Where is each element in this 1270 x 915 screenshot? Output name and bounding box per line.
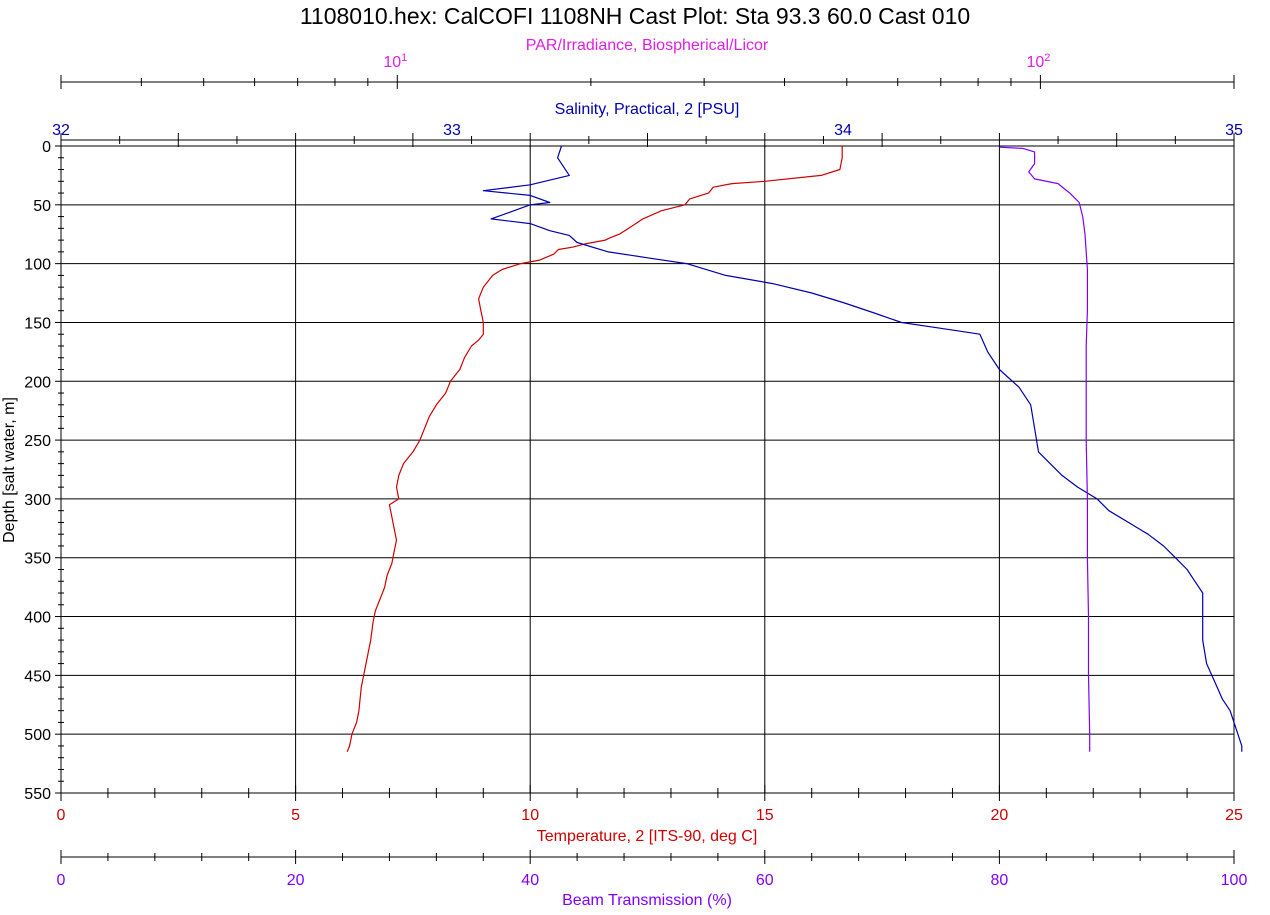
beam-tick-label: 0 bbox=[57, 872, 66, 889]
temperature-tick-label: 20 bbox=[991, 807, 1009, 824]
depth-tick-label: 400 bbox=[24, 610, 51, 627]
depth-tick-label: 0 bbox=[42, 139, 51, 156]
salinity-tick-label: 35 bbox=[1225, 122, 1243, 139]
temperature-tick-label: 15 bbox=[756, 807, 774, 824]
salinity-profile-line bbox=[482, 145, 1243, 752]
depth-tick-label: 500 bbox=[24, 727, 51, 744]
par-tick-exponent: 1 bbox=[401, 52, 407, 64]
temperature-tick-label: 25 bbox=[1225, 807, 1243, 824]
depth-tick-label: 50 bbox=[33, 198, 51, 215]
depth-tick-label: 450 bbox=[24, 668, 51, 685]
par-tick-base: 10 bbox=[1026, 54, 1044, 71]
beam-profile-line bbox=[999, 146, 1091, 752]
depth-tick-label: 350 bbox=[24, 551, 51, 568]
beam-tick-label: 20 bbox=[287, 872, 305, 889]
depth-tick-label: 200 bbox=[24, 374, 51, 391]
beam-tick-label: 60 bbox=[756, 872, 774, 889]
par-tick-label: 101 bbox=[383, 52, 407, 71]
salinity-tick-label: 33 bbox=[443, 122, 461, 139]
temperature-tick-label: 5 bbox=[291, 807, 300, 824]
beam-tick-label: 100 bbox=[1221, 872, 1248, 889]
beam-tick-label: 40 bbox=[521, 872, 539, 889]
par-tick-exponent: 2 bbox=[1044, 52, 1050, 64]
series-layer bbox=[346, 145, 1243, 753]
grid-layer bbox=[55, 145, 1235, 798]
temperature-axis-title: Temperature, 2 [ITS-90, deg C] bbox=[537, 828, 758, 845]
depth-tick-label: 300 bbox=[24, 492, 51, 509]
temperature-tick-label: 10 bbox=[521, 807, 539, 824]
depth-tick-label: 550 bbox=[24, 786, 51, 803]
salinity-tick-label: 34 bbox=[834, 122, 852, 139]
par-tick-label: 102 bbox=[1026, 52, 1050, 71]
depth-tick-label: 100 bbox=[24, 257, 51, 274]
temperature-profile-line bbox=[346, 146, 843, 753]
salinity-tick-label: 32 bbox=[52, 122, 70, 139]
temperature-tick-label: 0 bbox=[57, 807, 66, 824]
depth-axis-title: Depth [salt water, m] bbox=[1, 397, 18, 543]
salinity-axis-title: Salinity, Practical, 2 [PSU] bbox=[555, 101, 740, 118]
par-axis-title: PAR/Irradiance, Biospherical/Licor bbox=[526, 37, 769, 54]
beam-axis-title: Beam Transmission (%) bbox=[562, 892, 732, 909]
chart-title: 1108010.hex: CalCOFI 1108NH Cast Plot: S… bbox=[300, 3, 970, 29]
par-tick-base: 10 bbox=[383, 54, 401, 71]
beam-tick-label: 80 bbox=[991, 872, 1009, 889]
depth-tick-label: 250 bbox=[24, 433, 51, 450]
depth-tick-label: 150 bbox=[24, 315, 51, 332]
